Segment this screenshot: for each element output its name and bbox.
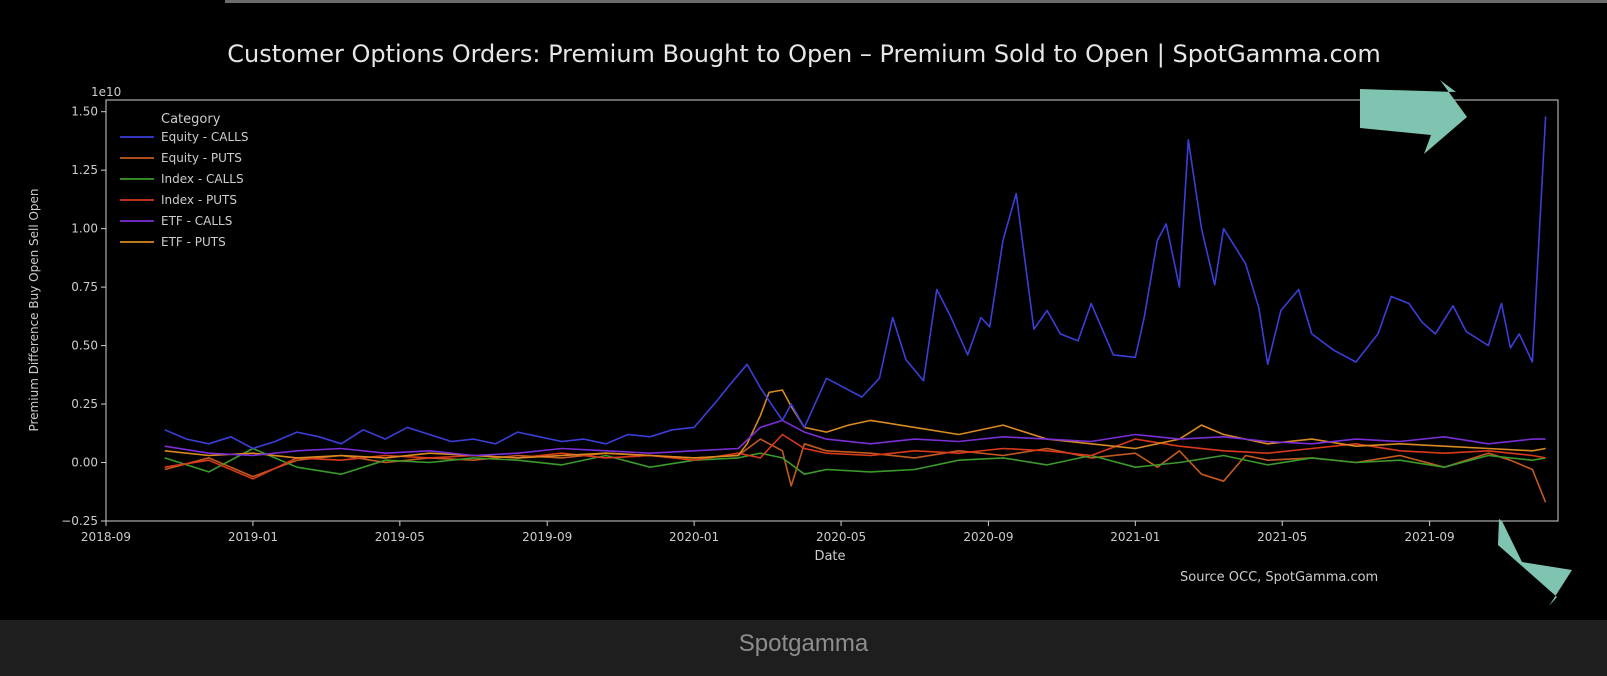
legend-entry: Index - PUTS	[161, 193, 237, 207]
series-line-equity-calls	[164, 116, 1547, 450]
y-tick-label: 1.25	[71, 163, 98, 177]
x-tick-label: 2021-05	[1257, 530, 1307, 544]
y-tick-label: 0.75	[71, 280, 98, 294]
window-top-border	[225, 0, 1607, 3]
series-line-etf-puts	[164, 389, 1546, 459]
x-tick-label: 2021-01	[1110, 530, 1160, 544]
source-note: Source OCC, SpotGamma.com	[1180, 570, 1378, 585]
series-line-index-calls	[164, 447, 1546, 476]
x-axis-label: Date	[814, 549, 845, 564]
x-tick-label: 2019-09	[522, 530, 572, 544]
x-tick-label: 2020-09	[963, 530, 1013, 544]
y-axis-label: Premium Difference Buy Open Sell Open	[27, 188, 41, 431]
y-tick-label: 0.00	[71, 456, 98, 470]
x-tick-label: 2020-01	[669, 530, 719, 544]
caption-bar: Spotgamma	[0, 620, 1607, 676]
series-lines	[164, 116, 1547, 503]
caption-text: Spotgamma	[738, 630, 869, 657]
legend-title: Category	[161, 112, 221, 127]
legend: Category Equity - CALLS Equity - PUTS Inde…	[120, 112, 248, 249]
legend-entry: Equity - PUTS	[161, 151, 242, 165]
series-line-index-puts	[164, 433, 1546, 480]
x-tick-label: 2020-05	[816, 530, 866, 544]
plot-area	[105, 99, 1559, 522]
series-line-etf-calls	[164, 419, 1546, 457]
y-axis: −0.25 0.00 0.25 0.50 0.75 1.00 1.25 1.50	[61, 105, 106, 528]
y-tick-label: 1.50	[71, 105, 98, 119]
line-chart: Customer Options Orders: Premium Bought …	[27, 40, 1572, 606]
x-tick-label: 2019-01	[228, 530, 278, 544]
arrow-bottom-right-icon	[1498, 519, 1572, 606]
y-axis-multiplier: 1e10	[91, 85, 121, 99]
x-axis: 2018-09 2019-01 2019-05 2019-09 2020-01 2020-…	[81, 521, 1455, 544]
x-tick-label: 2021-09	[1405, 530, 1455, 544]
y-tick-label: 0.25	[71, 397, 98, 411]
legend-entry: Index - CALLS	[161, 172, 244, 186]
y-tick-label: 0.50	[71, 339, 98, 353]
arrow-top-right-icon	[1360, 80, 1467, 154]
x-tick-label: 2018-09	[81, 530, 131, 544]
y-tick-label: −0.25	[61, 514, 98, 528]
legend-entry: ETF - CALLS	[161, 214, 232, 228]
x-tick-label: 2019-05	[375, 530, 425, 544]
chart-title: Customer Options Orders: Premium Bought …	[227, 40, 1380, 68]
legend-entry: ETF - PUTS	[161, 235, 226, 249]
legend-entry: Equity - CALLS	[161, 130, 248, 144]
y-tick-label: 1.00	[71, 222, 98, 236]
